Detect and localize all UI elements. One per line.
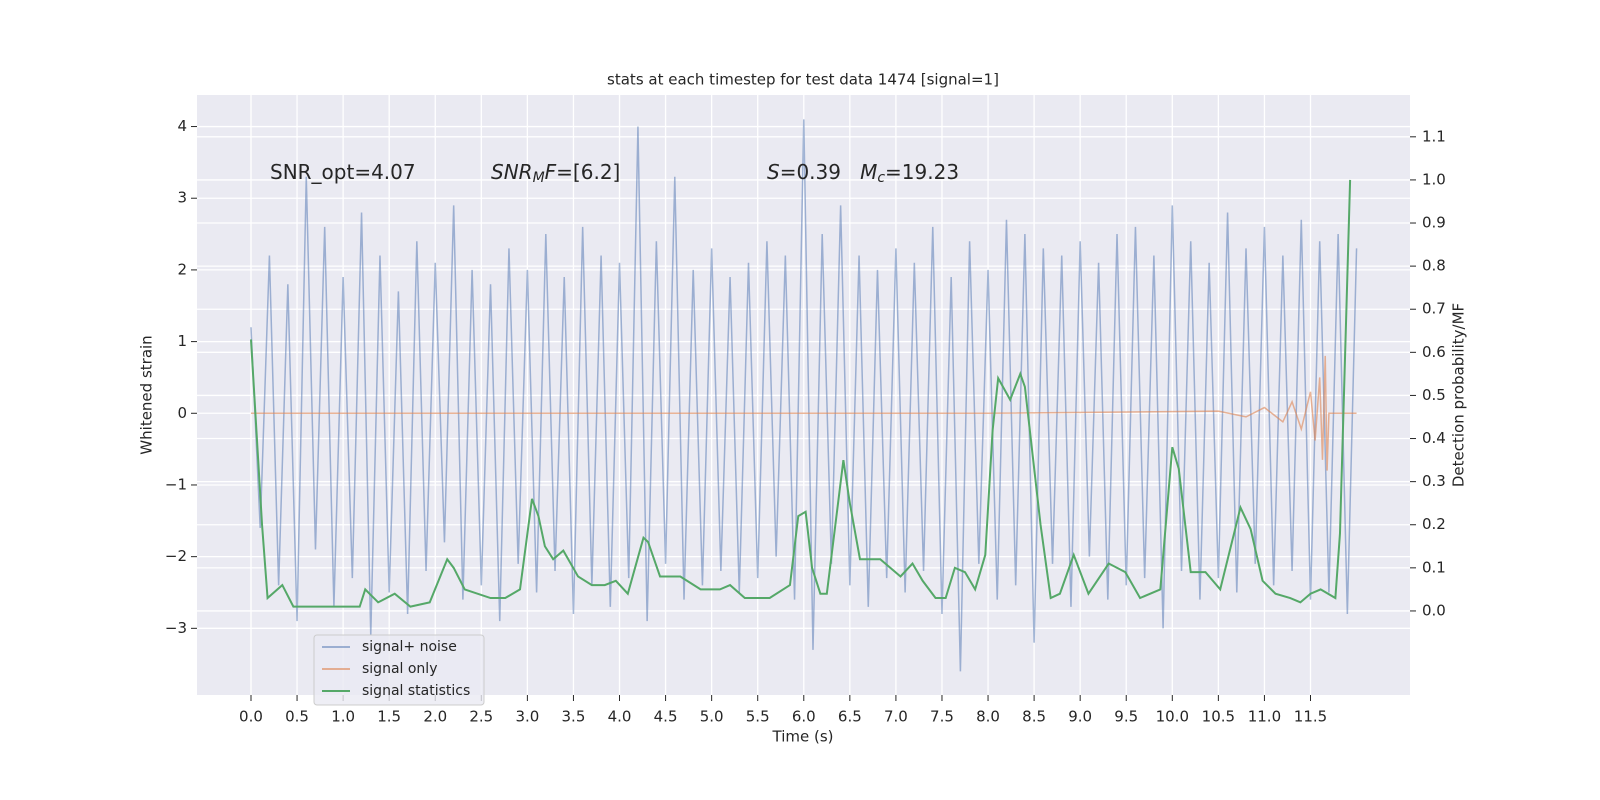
y2-tick-label: 0.0 bbox=[1422, 601, 1446, 619]
legend-label: signal only bbox=[362, 661, 437, 677]
y2-tick-label: 0.4 bbox=[1422, 429, 1446, 447]
y-tick-label: 0 bbox=[177, 404, 187, 422]
annotation-part: S bbox=[767, 160, 780, 184]
chart-title: stats at each timestep for test data 147… bbox=[607, 71, 999, 89]
x-tick-label: 8.5 bbox=[1022, 708, 1046, 726]
legend-label: signal+ noise bbox=[362, 639, 457, 655]
series-line bbox=[250, 119, 1358, 672]
y-tick-label: −1 bbox=[165, 475, 187, 493]
y-tick-label: 1 bbox=[177, 332, 187, 350]
y2-tick-label: 0.9 bbox=[1422, 214, 1446, 232]
annotation: S=0.39 Mc=19.23 bbox=[767, 160, 959, 187]
x-tick-label: 1.5 bbox=[377, 708, 401, 726]
x-tick-label: 6.5 bbox=[838, 708, 862, 726]
series-line bbox=[249, 179, 1352, 608]
x-tick-label: 9.0 bbox=[1068, 708, 1092, 726]
x-tick-label: 11.0 bbox=[1248, 708, 1281, 726]
y-tick-label: −2 bbox=[165, 547, 187, 565]
annotation-part: F bbox=[545, 160, 557, 184]
y2-tick-label: 0.8 bbox=[1422, 257, 1446, 275]
x-axis-label: Time (s) bbox=[772, 728, 834, 746]
annotation-part: c bbox=[877, 170, 885, 186]
x-tick-label: 4.5 bbox=[654, 708, 678, 726]
annotation-part: =19.23 bbox=[885, 160, 959, 184]
annotation: SNRMF=[6.2] bbox=[491, 160, 620, 187]
y2-tick-label: 0.5 bbox=[1422, 386, 1446, 404]
y-axis-label: Whitened strain bbox=[138, 335, 156, 454]
x-tick-label: 7.0 bbox=[884, 708, 908, 726]
series-line bbox=[250, 355, 1357, 471]
x-tick-label: 2.5 bbox=[469, 708, 493, 726]
y-tick-label: 3 bbox=[177, 189, 187, 207]
x-tick-label: 8.0 bbox=[976, 708, 1000, 726]
x-tick-label: 10.5 bbox=[1202, 708, 1235, 726]
y2-tick-label: 0.3 bbox=[1422, 472, 1446, 490]
x-tick-label: 0.5 bbox=[285, 708, 309, 726]
annotation-part: =0.39 bbox=[780, 160, 860, 184]
y2-tick-label: 0.1 bbox=[1422, 558, 1446, 576]
x-tick-label: 3.5 bbox=[562, 708, 586, 726]
legend-box bbox=[313, 634, 485, 706]
annotation: SNR_opt=4.07 bbox=[270, 160, 416, 184]
y2-tick-label: 1.1 bbox=[1422, 127, 1446, 145]
x-tick-label: 1.0 bbox=[331, 708, 355, 726]
annotation-part: M bbox=[533, 170, 545, 186]
x-tick-label: 9.5 bbox=[1114, 708, 1138, 726]
y-tick-label: −3 bbox=[165, 619, 187, 637]
x-tick-label: 10.0 bbox=[1156, 708, 1189, 726]
annotation-part: M bbox=[860, 160, 877, 184]
y2-tick-label: 0.2 bbox=[1422, 515, 1446, 533]
y2-axis-label: Detection probability/MF bbox=[1450, 303, 1468, 487]
y-tick-label: 2 bbox=[177, 260, 187, 278]
y2-tick-label: 0.7 bbox=[1422, 300, 1446, 318]
x-tick-label: 0.0 bbox=[239, 708, 263, 726]
annotation-part: SNR bbox=[491, 160, 533, 184]
x-tick-label: 4.0 bbox=[608, 708, 632, 726]
x-tick-label: 7.5 bbox=[930, 708, 954, 726]
annotation-part: SNR_opt=4.07 bbox=[270, 160, 416, 184]
annotation-part: =[6.2] bbox=[556, 160, 620, 184]
x-tick-label: 11.5 bbox=[1294, 708, 1327, 726]
y2-tick-label: 0.6 bbox=[1422, 343, 1446, 361]
y-tick-label: 4 bbox=[177, 117, 187, 135]
legend-label: signal statistics bbox=[362, 683, 470, 699]
y2-tick-label: 1.0 bbox=[1422, 170, 1446, 188]
x-tick-label: 3.0 bbox=[515, 708, 539, 726]
x-tick-label: 5.5 bbox=[746, 708, 770, 726]
x-tick-label: 5.0 bbox=[700, 708, 724, 726]
x-tick-label: 2.0 bbox=[423, 708, 447, 726]
x-tick-label: 6.0 bbox=[792, 708, 816, 726]
